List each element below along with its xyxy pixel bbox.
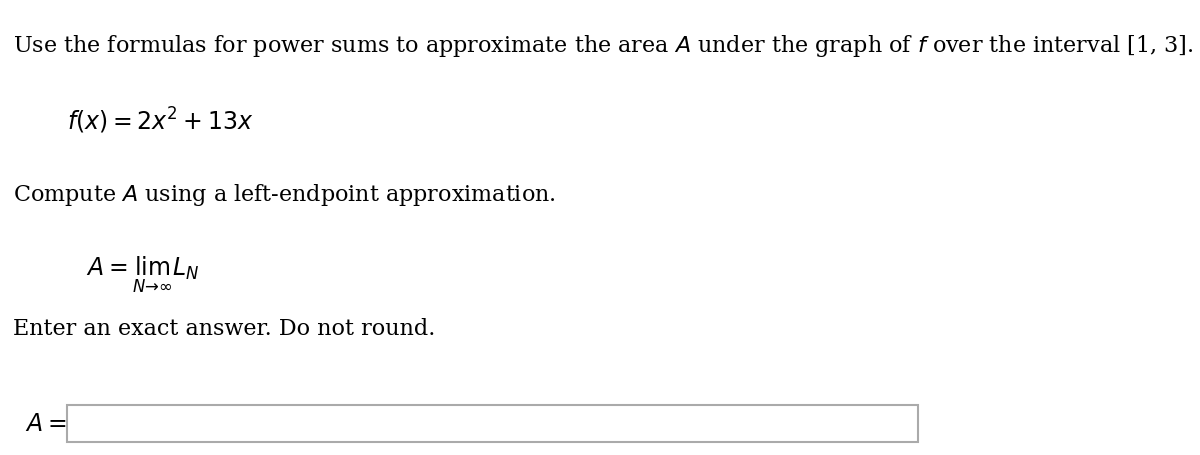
Text: Use the formulas for power sums to approximate the area $A$ under the graph of $: Use the formulas for power sums to appro… xyxy=(13,33,1193,59)
FancyBboxPatch shape xyxy=(67,405,918,442)
Text: Enter an exact answer. Do not round.: Enter an exact answer. Do not round. xyxy=(13,318,434,340)
Text: $f(x) = 2x^2 + 13x$: $f(x) = 2x^2 + 13x$ xyxy=(67,106,253,136)
Text: $A = \lim_{N\to\infty} L_N$: $A = \lim_{N\to\infty} L_N$ xyxy=(85,255,199,295)
Text: $A =$: $A =$ xyxy=(25,413,66,436)
Text: Compute $A$ using a left-endpoint approximation.: Compute $A$ using a left-endpoint approx… xyxy=(13,182,556,208)
